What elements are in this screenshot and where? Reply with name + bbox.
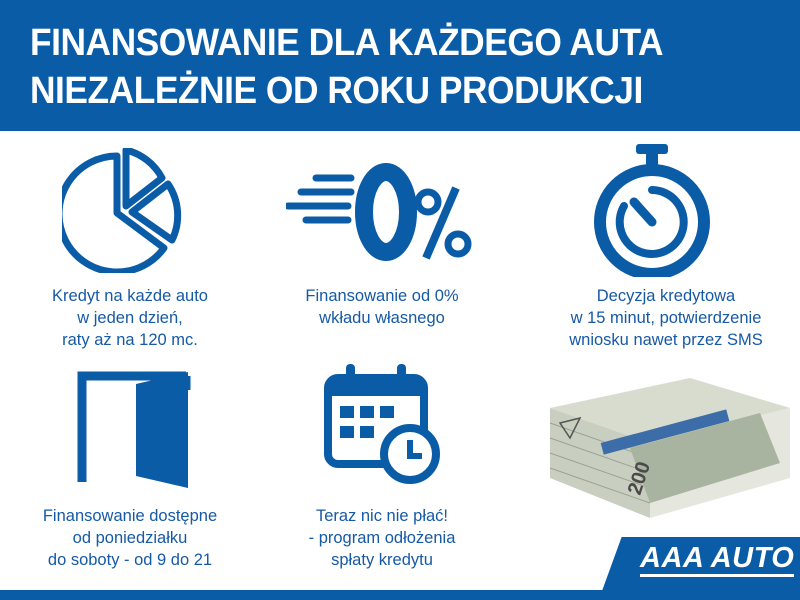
- caption-line: Decyzja kredytowa: [596, 287, 736, 305]
- caption-line: Finansowanie od 0%: [305, 287, 459, 305]
- footer-stripe: [0, 590, 800, 600]
- caption-line: Kredyt na każde auto: [52, 287, 208, 305]
- pie-chart-icon: [62, 148, 182, 273]
- feature-caption-hours: Finansowanie dostępne od poniedziałku do…: [0, 505, 260, 571]
- caption-line: - program odłożenia: [308, 529, 456, 547]
- feature-caption-deferral: Teraz nic nie płać! - program odłożenia …: [252, 505, 512, 571]
- caption-line: Finansowanie dostępne: [42, 507, 218, 525]
- aaa-auto-logo: AAA AUTO: [640, 542, 795, 577]
- stopwatch-icon: [594, 144, 710, 277]
- caption-line: raty aż na 120 mc.: [62, 331, 198, 349]
- caption-line: wniosku nawet przez SMS: [569, 331, 763, 349]
- caption-line: od poniedziałku: [72, 529, 188, 547]
- caption-line: w jeden dzień,: [77, 309, 183, 327]
- caption-line: Teraz nic nie płać!: [315, 507, 449, 525]
- caption-line: wkładu własnego: [319, 309, 445, 327]
- caption-line: spłaty kredytu: [331, 551, 433, 569]
- caption-line: w 15 minut, potwierdzenie: [570, 309, 762, 327]
- calendar-clock-icon: [324, 364, 440, 484]
- feature-caption-zero-down: Finansowanie od 0% wkładu własnego: [252, 285, 512, 329]
- header-banner: FINANSOWANIE DLA KAŻDEGO AUTA NIEZALEŻNI…: [0, 0, 800, 131]
- feature-caption-decision: Decyzja kredytowa w 15 minut, potwierdze…: [536, 285, 796, 351]
- open-door-icon: [77, 371, 191, 488]
- caption-line: do soboty - od 9 do 21: [47, 551, 213, 569]
- feature-caption-credit: Kredyt na każde auto w jeden dzień, raty…: [0, 285, 260, 351]
- headline-line-2: NIEZALEŻNIE OD ROKU PRODUKCJI: [30, 70, 643, 112]
- banknotes-icon: 200: [549, 378, 790, 518]
- zero-percent-icon: [286, 163, 472, 261]
- headline-line-1: FINANSOWANIE DLA KAŻDEGO AUTA: [30, 22, 664, 64]
